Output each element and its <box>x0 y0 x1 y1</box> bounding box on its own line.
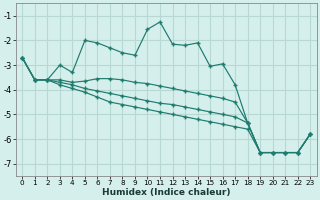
X-axis label: Humidex (Indice chaleur): Humidex (Indice chaleur) <box>102 188 230 197</box>
